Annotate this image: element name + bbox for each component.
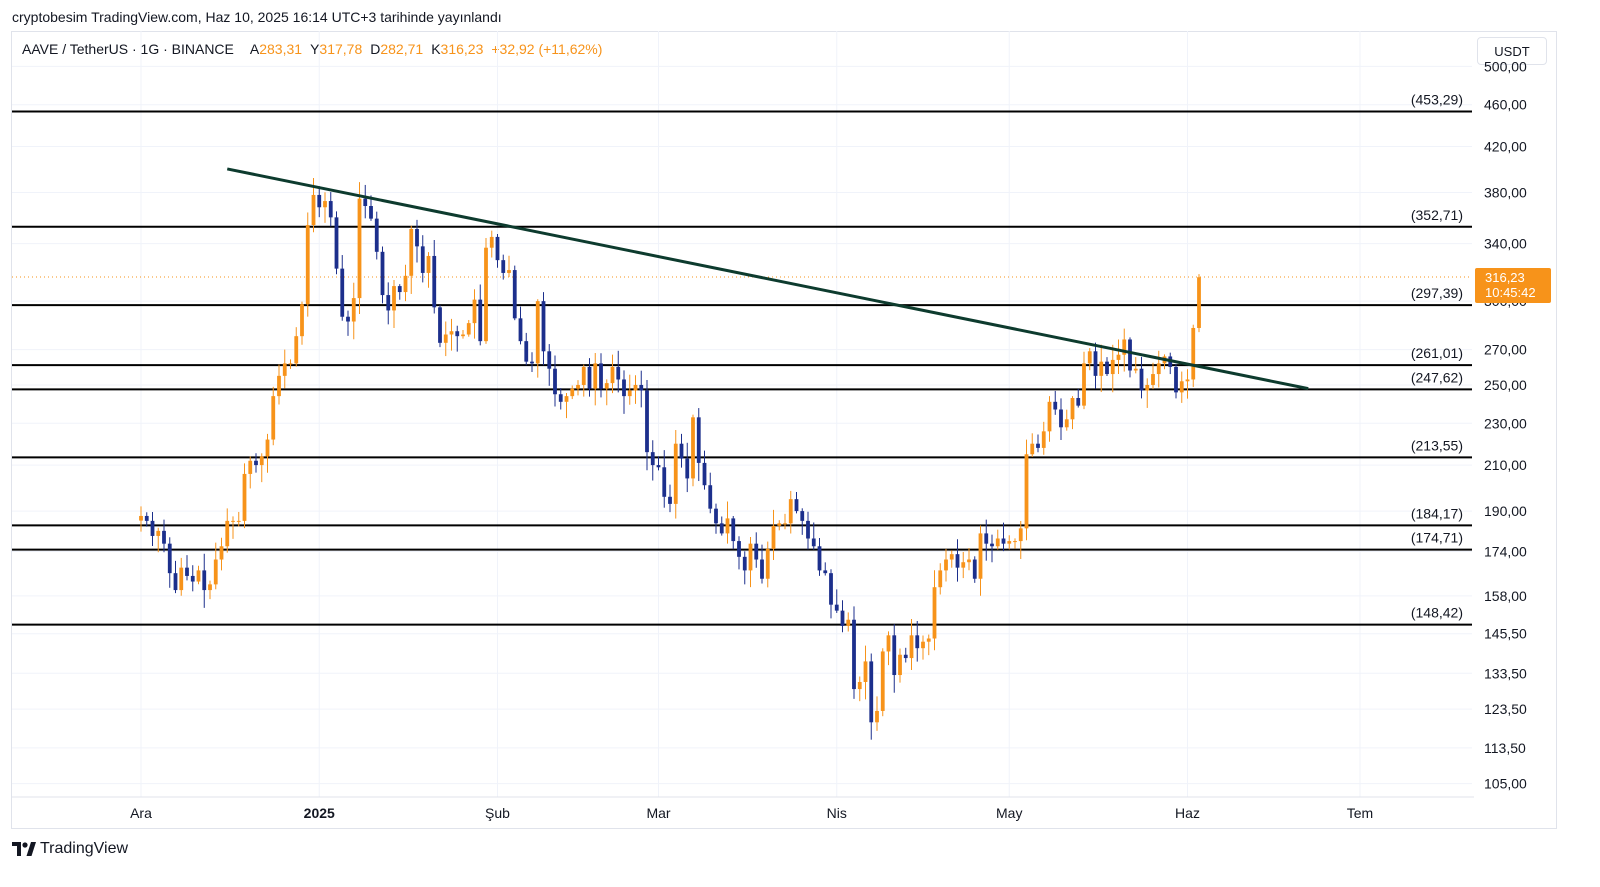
low-label: D [370,41,381,57]
tradingview-logo[interactable]: TradingView [12,840,128,858]
symbol-name[interactable]: AAVE / TetherUS · 1G · BINANCE [22,41,234,57]
brand-name: TradingView [40,840,129,857]
close-label: K [431,41,441,57]
open-value: 283,31 [259,41,303,57]
tradingview-icon [12,842,36,856]
change-value: +32,92 (+11,62%) [491,41,603,57]
chart-frame [11,31,1557,829]
symbol-legend: AAVE / TetherUS · 1G · BINANCE A 283,31 Y… [22,41,602,57]
open-label: A [249,41,260,57]
high-value: 317,78 [319,41,363,57]
low-value: 282,71 [380,41,424,57]
close-value: 316,23 [440,41,484,57]
publication-info: cryptobesim TradingView.com, Haz 10, 202… [12,9,502,25]
currency-button[interactable]: USDT [1477,37,1547,65]
high-label: Y [310,41,320,57]
